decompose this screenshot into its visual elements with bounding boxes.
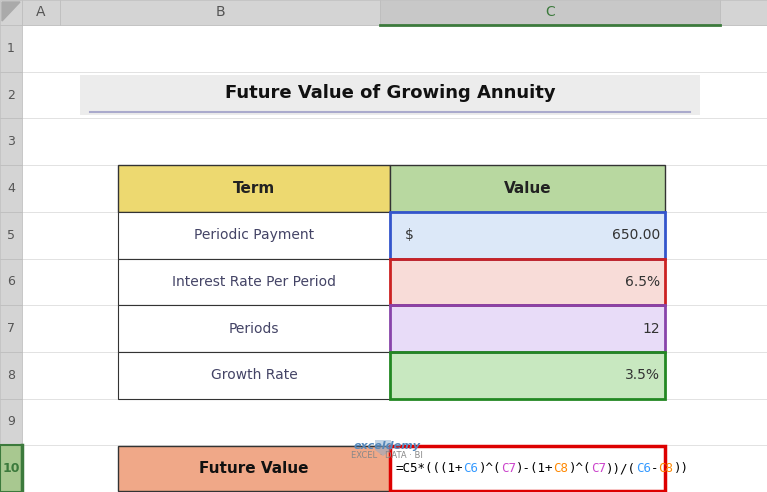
Text: 650.00: 650.00 [612,228,660,242]
Bar [390,446,665,491]
Text: Growth Rate: Growth Rate [211,368,298,382]
Text: exceldemy: exceldemy [354,441,420,451]
Bar [720,0,767,25]
Bar [60,0,380,25]
Text: C7: C7 [501,462,516,475]
Bar [0,72,22,119]
Text: 12: 12 [643,322,660,336]
Bar [0,352,22,399]
Bar [118,165,390,212]
Bar [0,399,22,445]
Text: Periodic Payment: Periodic Payment [194,228,314,242]
Text: B: B [216,5,225,20]
Bar [0,445,22,492]
Text: 2: 2 [7,89,15,101]
Bar [0,0,22,25]
Polygon shape [375,440,391,456]
Bar [0,258,22,305]
Bar [0,119,22,165]
Bar [390,352,665,399]
Text: =C5*(((1+: =C5*(((1+ [396,462,463,475]
Bar [0,165,22,212]
Text: )): )) [673,462,689,475]
Bar [22,0,60,25]
Bar [0,212,22,258]
Text: C6: C6 [463,462,479,475]
Text: -: - [651,462,659,475]
Bar [390,165,665,212]
Text: C8: C8 [659,462,673,475]
Text: ))/(: ))/( [606,462,636,475]
Bar [118,258,390,305]
Polygon shape [2,2,20,21]
Bar [390,258,665,305]
Bar [390,212,665,258]
Text: Value: Value [504,181,551,196]
Bar [390,212,665,258]
Bar [0,25,22,72]
Text: Interest Rate Per Period: Interest Rate Per Period [172,275,336,289]
Text: $: $ [405,228,414,242]
Text: )^(: )^( [479,462,501,475]
Bar [118,212,390,258]
Bar [390,258,665,305]
Text: Future Value of Growing Annuity: Future Value of Growing Annuity [225,84,555,102]
Bar [0,305,22,352]
Text: 10: 10 [2,462,20,475]
Text: C6: C6 [636,462,651,475]
Bar [390,305,665,352]
Text: EXCEL · DATA · BI: EXCEL · DATA · BI [351,452,423,461]
Text: 6: 6 [7,276,15,288]
Text: C8: C8 [554,462,568,475]
Bar [390,352,665,399]
Text: C7: C7 [591,462,606,475]
Text: 7: 7 [7,322,15,335]
Bar [118,352,390,399]
Text: 1: 1 [7,42,15,55]
Bar [118,446,390,491]
Text: Periods: Periods [229,322,279,336]
Bar [80,75,700,116]
Text: C: C [545,5,555,20]
Text: A: A [36,5,46,20]
Text: 8: 8 [7,369,15,382]
Bar [380,0,720,25]
Text: 6.5%: 6.5% [625,275,660,289]
Text: 9: 9 [7,415,15,429]
Text: )^(: )^( [568,462,591,475]
Text: )-(1+: )-(1+ [516,462,554,475]
Text: Future Value: Future Value [199,461,309,476]
Text: 3.5%: 3.5% [625,368,660,382]
Text: 3: 3 [7,135,15,148]
Bar [118,305,390,352]
Bar [390,305,665,352]
Text: 5: 5 [7,229,15,242]
Text: Term: Term [233,181,275,196]
Text: 4: 4 [7,182,15,195]
